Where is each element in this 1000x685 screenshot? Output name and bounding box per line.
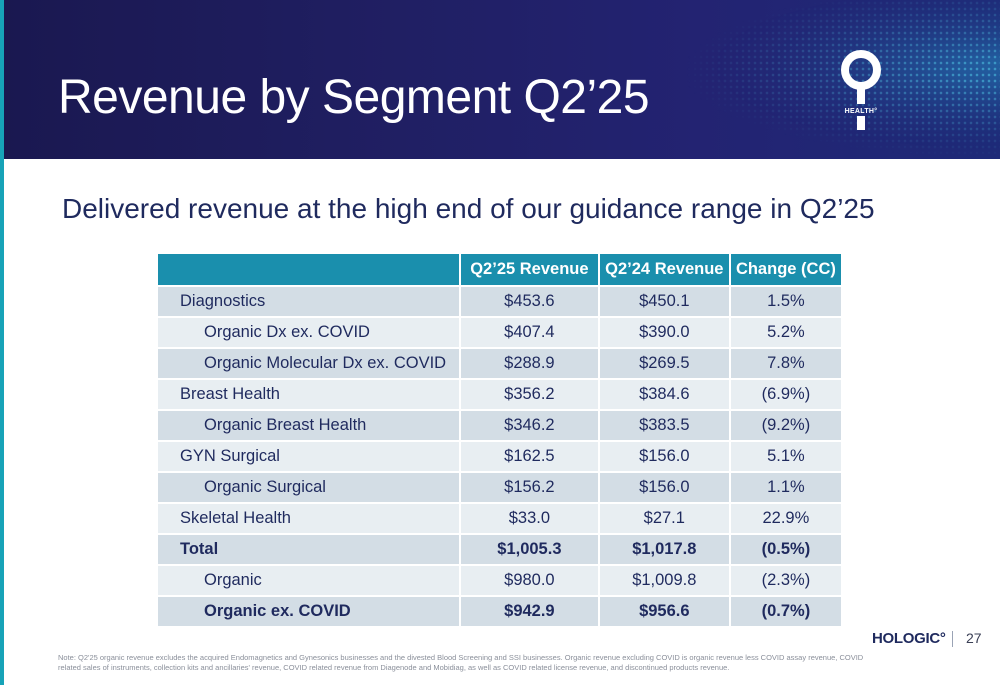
- q224-value: $390.0: [598, 316, 731, 348]
- table-header-row: Q2’25 Revenue Q2’24 Revenue Change (CC): [158, 254, 841, 286]
- hologic-health-logo-icon: [841, 50, 881, 130]
- q225-value: $33.0: [459, 502, 600, 534]
- q225-value: $942.9: [459, 595, 600, 626]
- q225-value: $1,005.3: [459, 533, 600, 565]
- q224-value: $1,017.8: [598, 533, 731, 565]
- change-value: (9.2%): [729, 409, 841, 441]
- row-label: GYN Surgical: [158, 440, 461, 472]
- slide-title: Revenue by Segment Q2’25: [58, 71, 650, 124]
- change-value: 7.8%: [729, 347, 841, 379]
- q225-value: $980.0: [459, 564, 600, 596]
- footer-divider: [952, 631, 953, 647]
- change-value: 22.9%: [729, 502, 841, 534]
- table-row: Organic ex. COVID $942.9 $956.6 (0.7%): [158, 595, 841, 626]
- q224-value: $156.0: [598, 440, 731, 472]
- row-label: Diagnostics: [158, 285, 461, 317]
- table-row: Organic Molecular Dx ex. COVID $288.9 $2…: [158, 347, 841, 379]
- change-value: 1.5%: [729, 285, 841, 317]
- q225-value: $407.4: [459, 316, 600, 348]
- q225-value: $346.2: [459, 409, 600, 441]
- table-row: Breast Health $356.2 $384.6 (6.9%): [158, 378, 841, 410]
- hologic-brand-logo: HOLOGIC°: [872, 630, 946, 647]
- q224-value: $269.5: [598, 347, 731, 379]
- change-value: 1.1%: [729, 471, 841, 503]
- change-value: (0.7%): [729, 595, 841, 626]
- header-banner: [0, 0, 1000, 159]
- row-label: Skeletal Health: [158, 502, 461, 534]
- q224-value: $156.0: [598, 471, 731, 503]
- table-row: Organic Surgical $156.2 $156.0 1.1%: [158, 471, 841, 503]
- table-row: Organic Breast Health $346.2 $383.5 (9.2…: [158, 409, 841, 441]
- table-row: Organic $980.0 $1,009.8 (2.3%): [158, 564, 841, 596]
- q225-value: $356.2: [459, 378, 600, 410]
- change-value: 5.2%: [729, 316, 841, 348]
- footnote: Note: Q2'25 organic revenue excludes the…: [58, 653, 864, 672]
- column-header-change: Change (CC): [729, 254, 841, 286]
- table-row: Organic Dx ex. COVID $407.4 $390.0 5.2%: [158, 316, 841, 348]
- q224-value: $450.1: [598, 285, 731, 317]
- row-label: Organic Surgical: [158, 471, 461, 503]
- q224-value: $27.1: [598, 502, 731, 534]
- logo-label: HEALTH°: [844, 108, 878, 115]
- row-label: Organic Dx ex. COVID: [158, 316, 461, 348]
- row-label: Organic Molecular Dx ex. COVID: [158, 347, 461, 379]
- dot-pattern-decoration: [680, 0, 1000, 159]
- revenue-table: Q2’25 Revenue Q2’24 Revenue Change (CC) …: [158, 254, 841, 626]
- change-value: (6.9%): [729, 378, 841, 410]
- q225-value: $288.9: [459, 347, 600, 379]
- q225-value: $162.5: [459, 440, 600, 472]
- change-value: (2.3%): [729, 564, 841, 596]
- accent-bar: [0, 0, 4, 685]
- slide-subtitle: Delivered revenue at the high end of our…: [62, 193, 875, 224]
- table-row: GYN Surgical $162.5 $156.0 5.1%: [158, 440, 841, 472]
- q225-value: $453.6: [459, 285, 600, 317]
- column-header-q225: Q2’25 Revenue: [459, 254, 600, 286]
- row-label: Organic Breast Health: [158, 409, 461, 441]
- change-value: 5.1%: [729, 440, 841, 472]
- row-label: Total: [158, 533, 461, 565]
- page-number: 27: [966, 630, 982, 646]
- column-header-q224: Q2’24 Revenue: [598, 254, 731, 286]
- table-row-total: Total $1,005.3 $1,017.8 (0.5%): [158, 533, 841, 565]
- table-row: Diagnostics $453.6 $450.1 1.5%: [158, 285, 841, 317]
- q224-value: $383.5: [598, 409, 731, 441]
- table-row: Skeletal Health $33.0 $27.1 22.9%: [158, 502, 841, 534]
- change-value: (0.5%): [729, 533, 841, 565]
- q224-value: $956.6: [598, 595, 731, 626]
- column-header-segment: [158, 254, 461, 286]
- row-label: Breast Health: [158, 378, 461, 410]
- q225-value: $156.2: [459, 471, 600, 503]
- row-label: Organic: [158, 564, 461, 596]
- q224-value: $1,009.8: [598, 564, 731, 596]
- row-label: Organic ex. COVID: [158, 595, 461, 626]
- q224-value: $384.6: [598, 378, 731, 410]
